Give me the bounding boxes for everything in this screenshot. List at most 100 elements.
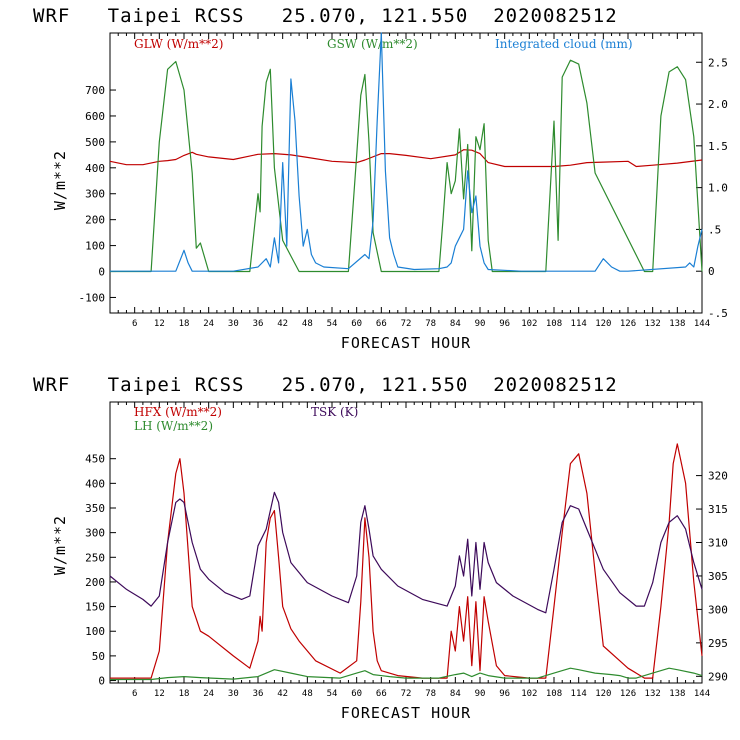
x-tick-label: 30 <box>228 689 239 699</box>
x-tick-label: 48 <box>302 689 313 699</box>
series-line-gsw <box>110 59 703 273</box>
y2-tick-label: 1.5 <box>708 140 728 153</box>
x-tick-label: 6 <box>132 319 137 329</box>
y-tick-label: 100 <box>85 240 105 253</box>
x-tick-label: 114 <box>571 689 587 699</box>
legend-entry: Integrated cloud (mm) <box>495 37 633 51</box>
x-tick-label: 78 <box>425 319 436 329</box>
y2-tick-label: 2.0 <box>708 98 728 111</box>
x-tick-label: 36 <box>253 319 264 329</box>
series-line-hfx <box>110 443 703 679</box>
y2-tick-label: 315 <box>708 503 728 516</box>
x-axis-label: FORECAST HOUR <box>341 704 471 722</box>
x-tick-label: 24 <box>203 689 214 699</box>
x-tick-label: 36 <box>253 689 264 699</box>
x-tick-label: 84 <box>450 689 461 699</box>
y-axis-label: W/m**2 <box>51 150 69 210</box>
x-tick-label: 120 <box>595 319 611 329</box>
x-tick-label: 114 <box>571 319 587 329</box>
x-tick-label: 48 <box>302 319 313 329</box>
x-tick-label: 102 <box>521 689 537 699</box>
x-tick-label: 6 <box>132 689 137 699</box>
chart-title: WRF Taipei RCSS 25.070, 121.550 20200825… <box>33 5 618 27</box>
y-axis-label: W/m**2 <box>51 515 69 575</box>
chart-title: WRF Taipei RCSS 25.070, 121.550 20200825… <box>33 374 618 396</box>
x-tick-label: 72 <box>401 319 412 329</box>
x-tick-label: 24 <box>203 319 214 329</box>
x-tick-label: 96 <box>499 319 510 329</box>
x-tick-label: 108 <box>546 689 562 699</box>
x-tick-label: 42 <box>277 689 288 699</box>
x-tick-label: 54 <box>327 689 338 699</box>
legend-entry: HFX (W/m**2) <box>134 405 222 419</box>
x-tick-label: 90 <box>475 689 486 699</box>
x-tick-label: 120 <box>595 689 611 699</box>
x-tick-label: 102 <box>521 319 537 329</box>
x-tick-label: 132 <box>645 319 661 329</box>
series-line-tsk <box>109 491 703 614</box>
y-tick-label: 250 <box>85 551 105 564</box>
x-tick-label: 90 <box>475 319 486 329</box>
y2-tick-label: 310 <box>708 537 728 550</box>
y-tick-label: 500 <box>85 136 105 149</box>
series-line-integrated-cloud <box>110 32 703 272</box>
series-line-glw <box>109 149 703 168</box>
series-line-lh <box>110 667 703 681</box>
chart-heat-flux-skin-temp: WRF Taipei RCSS 25.070, 121.550 20200825… <box>33 374 728 722</box>
y-tick-label: 200 <box>85 214 105 227</box>
x-tick-label: 144 <box>694 319 710 329</box>
x-tick-label: 60 <box>351 319 362 329</box>
y-tick-label: 0 <box>98 675 105 688</box>
y2-tick-label: 300 <box>708 603 728 616</box>
y-tick-label: 200 <box>85 576 105 589</box>
y-tick-label: 350 <box>85 502 105 515</box>
y2-tick-label: 290 <box>708 670 728 683</box>
x-tick-label: 12 <box>154 689 165 699</box>
y-tick-label: 100 <box>85 625 105 638</box>
x-tick-label: 66 <box>376 319 387 329</box>
x-axis-label: FORECAST HOUR <box>341 334 471 352</box>
x-tick-label: 138 <box>669 689 685 699</box>
y-tick-label: 0 <box>98 266 105 279</box>
y-tick-label: 700 <box>85 84 105 97</box>
y2-tick-label: 295 <box>708 637 728 650</box>
x-tick-label: 72 <box>401 689 412 699</box>
x-tick-label: 54 <box>327 319 338 329</box>
y-tick-label: 600 <box>85 110 105 123</box>
y2-tick-label: 320 <box>708 470 728 483</box>
plot-frame <box>109 401 703 684</box>
y-tick-label: 400 <box>85 477 105 490</box>
legend-entry: GLW (W/m**2) <box>134 37 223 51</box>
y-tick-label: -100 <box>79 291 106 304</box>
y2-tick-label: 305 <box>708 570 728 583</box>
y-tick-label: 300 <box>85 188 105 201</box>
x-tick-label: 84 <box>450 319 461 329</box>
y-tick-label: 400 <box>85 162 105 175</box>
x-tick-label: 96 <box>499 689 510 699</box>
x-tick-label: 12 <box>154 319 165 329</box>
y-tick-label: 450 <box>85 453 105 466</box>
x-tick-label: 126 <box>620 319 636 329</box>
y2-tick-label: 2.5 <box>708 56 728 69</box>
x-tick-label: 18 <box>179 689 190 699</box>
y2-tick-label: 1.0 <box>708 182 728 195</box>
legend-entry: TSK (K) <box>311 405 358 419</box>
legend-entry: LH (W/m**2) <box>134 419 213 433</box>
y-tick-label: 300 <box>85 527 105 540</box>
x-tick-label: 60 <box>351 689 362 699</box>
y-tick-label: 150 <box>85 601 105 614</box>
x-tick-label: 18 <box>179 319 190 329</box>
y2-tick-label: 0 <box>708 265 715 278</box>
chart-radiation-cloud: WRF Taipei RCSS 25.070, 121.550 20200825… <box>33 5 728 352</box>
x-tick-label: 132 <box>645 689 661 699</box>
y-tick-label: 50 <box>92 650 105 663</box>
legend-entry: GSW (W/m**2) <box>327 37 418 51</box>
y2-tick-label: .5 <box>708 223 721 236</box>
x-tick-label: 78 <box>425 689 436 699</box>
x-tick-label: 108 <box>546 319 562 329</box>
x-tick-label: 30 <box>228 319 239 329</box>
x-tick-label: 126 <box>620 689 636 699</box>
x-tick-label: 144 <box>694 689 710 699</box>
x-tick-label: 66 <box>376 689 387 699</box>
